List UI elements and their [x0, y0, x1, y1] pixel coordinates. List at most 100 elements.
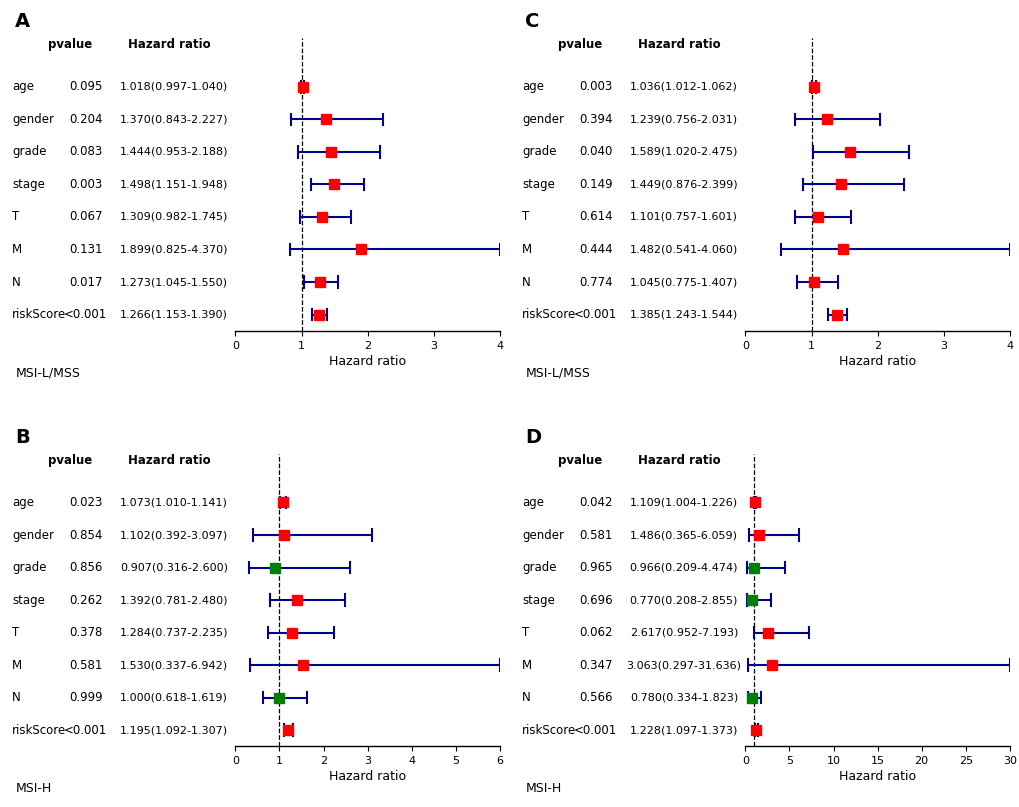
Text: C: C	[525, 12, 539, 31]
Text: 0.856: 0.856	[69, 561, 102, 574]
Text: riskScore: riskScore	[522, 724, 576, 737]
Text: 1.228(1.097-1.373): 1.228(1.097-1.373)	[629, 725, 738, 735]
Text: 1.239(0.756-2.031): 1.239(0.756-2.031)	[630, 115, 738, 124]
Text: MSI-H: MSI-H	[525, 782, 561, 795]
Text: A: A	[15, 12, 31, 31]
X-axis label: Hazard ratio: Hazard ratio	[329, 771, 406, 784]
Text: 1.309(0.982-1.745): 1.309(0.982-1.745)	[119, 212, 228, 222]
Text: 0.566: 0.566	[578, 691, 611, 705]
Text: <0.001: <0.001	[64, 308, 107, 321]
Text: MSI-L/MSS: MSI-L/MSS	[15, 366, 81, 379]
Text: 0.965: 0.965	[578, 561, 611, 574]
Text: 1.899(0.825-4.370): 1.899(0.825-4.370)	[119, 245, 228, 254]
Text: 1.370(0.843-2.227): 1.370(0.843-2.227)	[119, 115, 228, 124]
Text: MSI-L/MSS: MSI-L/MSS	[525, 366, 590, 379]
Text: 1.073(1.010-1.141): 1.073(1.010-1.141)	[120, 497, 227, 508]
Text: N: N	[522, 691, 531, 705]
Text: gender: gender	[522, 113, 564, 126]
Text: 0.581: 0.581	[579, 529, 611, 541]
Text: 0.696: 0.696	[578, 593, 611, 607]
Text: pvalue: pvalue	[48, 38, 93, 51]
Text: grade: grade	[12, 145, 47, 158]
Text: T: T	[522, 211, 529, 224]
Text: N: N	[12, 691, 21, 705]
Text: 1.498(1.151-1.948): 1.498(1.151-1.948)	[119, 179, 228, 190]
Text: M: M	[522, 659, 532, 671]
Text: riskScore: riskScore	[12, 724, 66, 737]
Text: <0.001: <0.001	[574, 308, 616, 321]
Text: Hazard ratio: Hazard ratio	[128, 38, 211, 51]
Text: N: N	[12, 275, 21, 289]
Text: riskScore: riskScore	[12, 308, 66, 321]
Text: gender: gender	[12, 113, 54, 126]
Text: T: T	[12, 211, 19, 224]
Text: pvalue: pvalue	[557, 38, 602, 51]
Text: 0.003: 0.003	[579, 81, 611, 94]
Text: 0.149: 0.149	[578, 178, 611, 191]
Text: stage: stage	[12, 178, 45, 191]
Text: 1.589(1.020-2.475): 1.589(1.020-2.475)	[629, 147, 738, 157]
Text: age: age	[522, 496, 544, 509]
Text: 0.444: 0.444	[578, 243, 611, 256]
Text: age: age	[522, 81, 544, 94]
Text: B: B	[15, 428, 30, 447]
Text: 0.780(0.334-1.823): 0.780(0.334-1.823)	[629, 692, 738, 703]
Text: MSI-H: MSI-H	[15, 782, 52, 795]
Text: 1.102(0.392-3.097): 1.102(0.392-3.097)	[119, 530, 228, 540]
Text: 0.774: 0.774	[578, 275, 611, 289]
Text: 0.017: 0.017	[68, 275, 102, 289]
Text: 1.101(0.757-1.601): 1.101(0.757-1.601)	[630, 212, 737, 222]
Text: 1.273(1.045-1.550): 1.273(1.045-1.550)	[120, 277, 227, 287]
Text: grade: grade	[12, 561, 47, 574]
Text: 0.347: 0.347	[578, 659, 611, 671]
Text: gender: gender	[12, 529, 54, 541]
Text: 1.036(1.012-1.062): 1.036(1.012-1.062)	[630, 82, 737, 92]
Text: 1.045(0.775-1.407): 1.045(0.775-1.407)	[629, 277, 738, 287]
X-axis label: Hazard ratio: Hazard ratio	[839, 771, 915, 784]
Text: M: M	[522, 243, 532, 256]
X-axis label: Hazard ratio: Hazard ratio	[329, 355, 406, 368]
Text: Hazard ratio: Hazard ratio	[638, 38, 720, 51]
Text: 0.614: 0.614	[578, 211, 611, 224]
Text: gender: gender	[522, 529, 564, 541]
Text: age: age	[12, 81, 35, 94]
Text: 0.003: 0.003	[69, 178, 102, 191]
Text: 0.394: 0.394	[578, 113, 611, 126]
Text: 1.284(0.737-2.235): 1.284(0.737-2.235)	[119, 628, 228, 638]
Text: stage: stage	[522, 593, 554, 607]
Text: grade: grade	[522, 145, 556, 158]
Text: 1.486(0.365-6.059): 1.486(0.365-6.059)	[630, 530, 737, 540]
Text: 2.617(0.952-7.193): 2.617(0.952-7.193)	[629, 628, 738, 638]
Text: 0.067: 0.067	[68, 211, 102, 224]
Text: M: M	[12, 243, 22, 256]
Text: 0.042: 0.042	[578, 496, 611, 509]
Text: 0.581: 0.581	[69, 659, 102, 671]
Text: 0.062: 0.062	[578, 626, 611, 639]
Text: grade: grade	[522, 561, 556, 574]
Text: D: D	[525, 428, 541, 447]
Text: 1.444(0.953-2.188): 1.444(0.953-2.188)	[119, 147, 228, 157]
Text: 1.482(0.541-4.060): 1.482(0.541-4.060)	[629, 245, 738, 254]
Text: N: N	[522, 275, 531, 289]
Text: 0.204: 0.204	[68, 113, 102, 126]
Text: 1.195(1.092-1.307): 1.195(1.092-1.307)	[120, 725, 228, 735]
Text: 0.966(0.209-4.474): 0.966(0.209-4.474)	[629, 562, 738, 572]
Text: 0.907(0.316-2.600): 0.907(0.316-2.600)	[120, 562, 227, 572]
Text: 1.018(0.997-1.040): 1.018(0.997-1.040)	[119, 82, 228, 92]
Text: Hazard ratio: Hazard ratio	[128, 454, 211, 466]
X-axis label: Hazard ratio: Hazard ratio	[839, 355, 915, 368]
Text: <0.001: <0.001	[64, 724, 107, 737]
Text: 1.385(1.243-1.544): 1.385(1.243-1.544)	[629, 310, 738, 320]
Text: 0.083: 0.083	[69, 145, 102, 158]
Text: 1.266(1.153-1.390): 1.266(1.153-1.390)	[120, 310, 227, 320]
Text: 0.262: 0.262	[68, 593, 102, 607]
Text: 0.040: 0.040	[579, 145, 611, 158]
Text: 1.000(0.618-1.619): 1.000(0.618-1.619)	[120, 692, 227, 703]
Text: 0.999: 0.999	[68, 691, 102, 705]
Text: age: age	[12, 496, 35, 509]
Text: Hazard ratio: Hazard ratio	[638, 454, 720, 466]
Text: M: M	[12, 659, 22, 671]
Text: 1.530(0.337-6.942): 1.530(0.337-6.942)	[120, 660, 228, 670]
Text: 1.109(1.004-1.226): 1.109(1.004-1.226)	[630, 497, 738, 508]
Text: 1.449(0.876-2.399): 1.449(0.876-2.399)	[629, 179, 738, 190]
